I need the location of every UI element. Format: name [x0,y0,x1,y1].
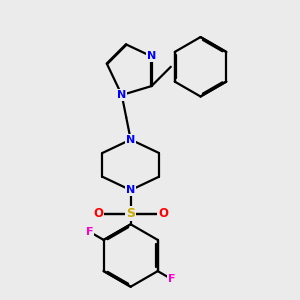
Text: N: N [126,135,135,145]
Text: N: N [126,185,135,195]
Text: S: S [126,207,135,220]
Text: F: F [86,227,93,237]
Text: O: O [158,207,168,220]
Text: O: O [93,207,103,220]
Text: F: F [168,274,176,284]
Text: N: N [147,51,156,62]
Text: N: N [117,90,126,100]
